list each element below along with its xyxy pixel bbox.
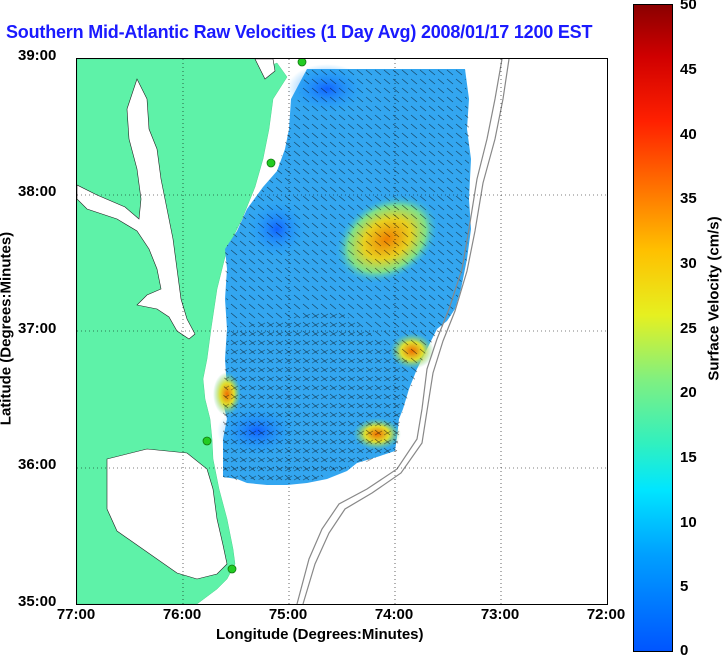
grid-lines <box>77 59 607 604</box>
y-tick-label: 35:00 <box>18 593 57 610</box>
chesapeake-bay <box>77 78 196 340</box>
colorbar-tick: 25 <box>680 320 697 337</box>
radar-station-marker <box>227 564 237 574</box>
radar-station-marker <box>266 158 276 168</box>
colorbar-label: Surface Velocity (cm/s) <box>705 216 723 381</box>
y-tick-label: 39:00 <box>18 47 57 64</box>
colorbar-tick: 10 <box>680 514 697 531</box>
pamlico-sound <box>106 448 228 580</box>
velocity-field <box>213 64 471 485</box>
colorbar-tick: 20 <box>680 384 697 401</box>
y-tick-label: 37:00 <box>18 320 57 337</box>
x-tick-label: 75:00 <box>268 606 308 623</box>
radar-station-marker <box>297 59 307 67</box>
x-tick-label: 77:00 <box>56 606 96 623</box>
delaware-bay <box>254 59 276 80</box>
x-tick-label: 73:00 <box>480 606 520 623</box>
x-tick-label: 76:00 <box>162 606 202 623</box>
colorbar-tick: 40 <box>680 126 697 143</box>
velocity-map <box>77 59 607 604</box>
colorbar-tick: 35 <box>680 190 697 207</box>
map-title: Southern Mid-Atlantic Raw Velocities (1 … <box>6 22 593 42</box>
bathymetry-contours <box>296 59 510 604</box>
colorbar-tick: 5 <box>680 578 689 595</box>
colorbar-tick: 45 <box>680 61 697 78</box>
y-axis-label: Latitude (Degrees:Minutes) <box>0 231 15 426</box>
y-tick-label: 36:00 <box>18 456 57 473</box>
x-tick-label: 74:00 <box>374 606 414 623</box>
colorbar-tick: 15 <box>680 449 697 466</box>
y-tick-label: 38:00 <box>18 183 57 200</box>
radar-stations <box>202 59 307 574</box>
radar-station-marker <box>202 436 212 446</box>
x-axis-label: Longitude (Degrees:Minutes) <box>216 626 424 643</box>
colorbar <box>633 4 673 652</box>
colorbar-tick: 30 <box>680 255 697 272</box>
colorbar-tick: 0 <box>680 642 689 659</box>
map-plot-area <box>76 58 608 605</box>
x-tick-label: 72:00 <box>586 606 626 623</box>
colorbar-tick: 50 <box>680 0 697 13</box>
